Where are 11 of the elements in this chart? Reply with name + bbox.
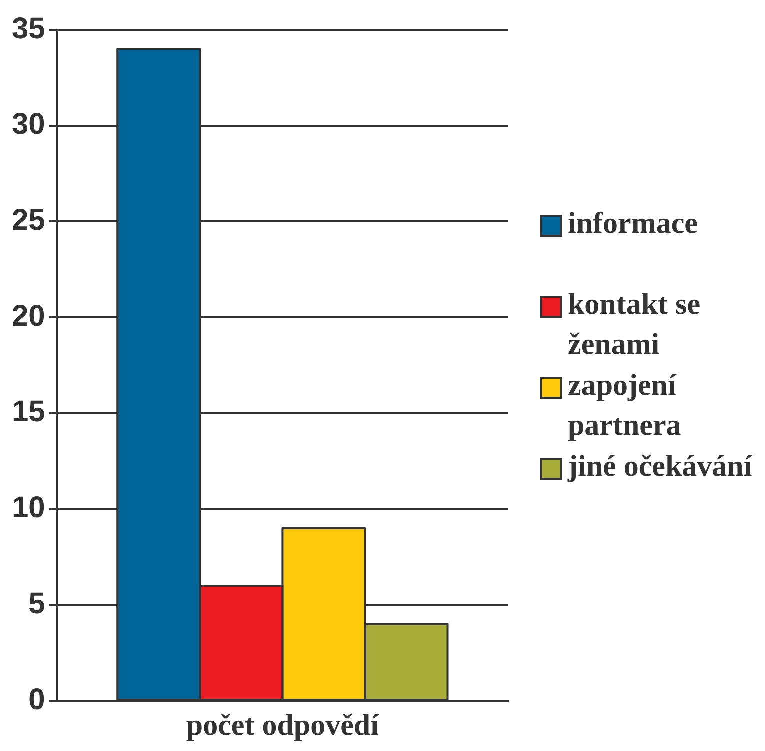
- x-axis-title: počet odpovědí: [186, 708, 380, 742]
- legend-label: informace: [568, 206, 699, 242]
- y-tick-label: 0: [28, 683, 46, 716]
- y-tick-label: 25: [12, 204, 46, 237]
- y-tick-label: 20: [12, 300, 46, 333]
- y-tick-label: 30: [12, 108, 46, 142]
- legend-label: jiné očekávání: [568, 449, 754, 485]
- y-tick-label: 15: [12, 396, 46, 429]
- y-tick-label: 10: [12, 492, 46, 525]
- y-tick-label: 5: [28, 587, 46, 620]
- y-tick-label: 35: [12, 12, 46, 46]
